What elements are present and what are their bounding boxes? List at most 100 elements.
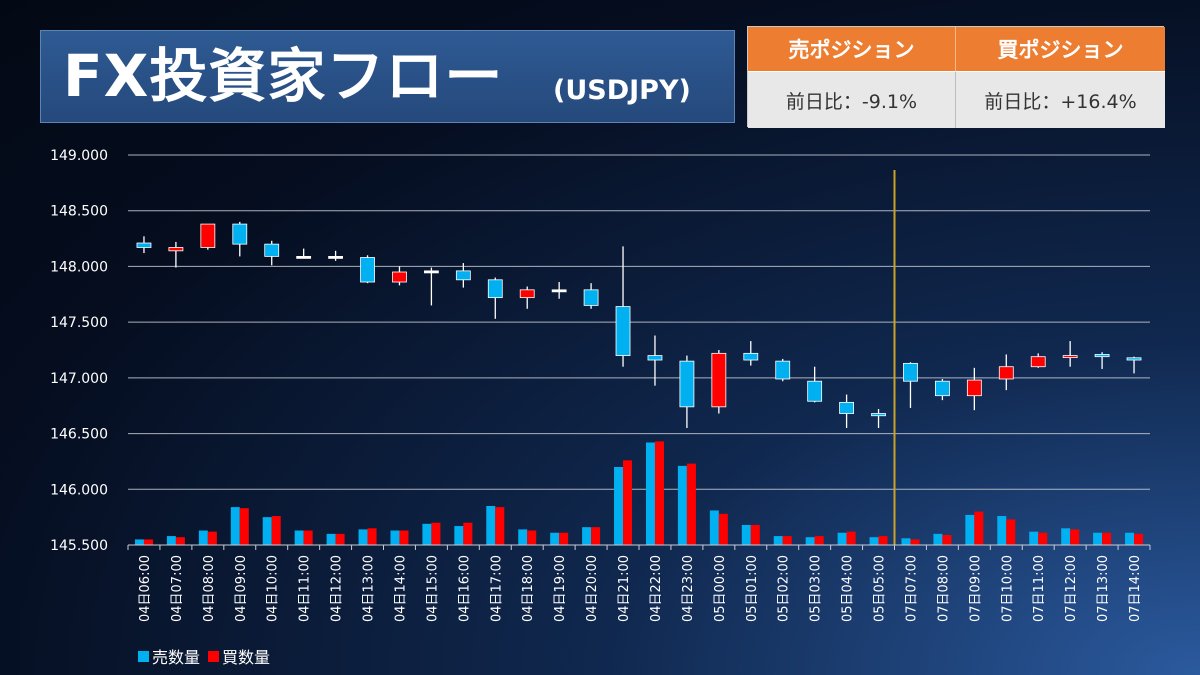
candle-body (519, 289, 535, 299)
buy-volume-bar (591, 527, 601, 545)
y-tick-label: 146.000 (50, 482, 108, 498)
x-tick-label: 04日11:00 (298, 555, 313, 622)
sell-volume-bar (805, 537, 815, 545)
x-tick-label: 04日12:00 (330, 555, 345, 622)
sell-volume-bar (166, 536, 176, 545)
currency-pair: (USDJPY) (553, 75, 691, 106)
sell-volume-bar (198, 530, 208, 545)
y-tick-label: 148.000 (50, 259, 108, 275)
x-tick-label: 04日19:00 (553, 555, 568, 622)
y-tick-label: 146.500 (50, 427, 108, 443)
legend-buy-label: 買数量 (222, 648, 271, 667)
candle-body (871, 413, 886, 417)
x-tick-label: 05日00:00 (713, 555, 728, 622)
sell-volume-bar (1061, 528, 1071, 545)
sell-volume-bar (486, 506, 496, 545)
candle-body (296, 255, 312, 259)
sell-volume-bar (230, 507, 240, 545)
buy-volume-bar (910, 539, 920, 545)
candle-body (264, 243, 280, 257)
buy-volume-bar (559, 532, 569, 545)
x-tick-label: 07日08:00 (936, 555, 951, 622)
buy-volume-bar (782, 536, 792, 545)
candle-body (998, 366, 1014, 380)
buy-volume-bar (271, 516, 281, 545)
buy-volume-bar (974, 511, 984, 545)
x-tick-label: 04日23:00 (681, 555, 696, 622)
sell-volume-bar (869, 537, 879, 545)
sell-volume-bar (582, 527, 592, 545)
page-title: FX投資家フロー (63, 42, 504, 110)
buy-volume-bar (527, 530, 537, 545)
candle-body (647, 355, 663, 361)
buy-volume-bar (878, 536, 888, 545)
candle-body (807, 380, 823, 402)
candle-body (328, 255, 343, 259)
buy-volume-bar (175, 537, 185, 545)
sell-volume-bar (741, 524, 751, 545)
x-tick-label: 07日12:00 (1064, 555, 1079, 622)
legend-sell: 売数量 (138, 644, 200, 668)
x-tick-label: 04日07:00 (170, 555, 185, 622)
candle-body (1094, 354, 1110, 358)
buy-volume-bar (143, 539, 153, 545)
sell-volume-bar (1125, 532, 1135, 545)
x-tick-label: 04日18:00 (521, 555, 536, 622)
buy-volume-bar (686, 463, 696, 545)
sell-volume-bar (390, 530, 400, 545)
x-tick-label: 07日13:00 (1096, 555, 1111, 622)
x-tick-label: 04日21:00 (617, 555, 632, 622)
candle-body (1126, 357, 1142, 361)
x-tick-label: 05日04:00 (841, 555, 856, 622)
candle-body (455, 270, 471, 281)
x-tick-label: 04日16:00 (457, 555, 472, 622)
buy-volume-bar (207, 531, 217, 545)
legend-buy-swatch (208, 650, 220, 662)
sell-volume-bar (677, 465, 687, 545)
candle-body (903, 362, 918, 382)
buy-volume-bar (239, 508, 249, 545)
sell-volume-bar (965, 514, 975, 545)
sell-volume-bar (358, 529, 368, 545)
sell-volume-bar (933, 533, 943, 545)
sell-volume-bar (1093, 532, 1103, 545)
buy-position-header: 買ポジション (956, 27, 1165, 71)
x-tick-label: 04日20:00 (585, 555, 600, 622)
candle-body (136, 242, 152, 248)
buy-volume-bar (1006, 519, 1016, 545)
legend-buy: 買数量 (208, 644, 270, 668)
candle-body (615, 306, 631, 356)
buy-position-change: 前日比：+16.4% (956, 71, 1165, 128)
buy-volume-bar (1070, 529, 1080, 545)
x-tick-label: 05日03:00 (809, 555, 824, 622)
candle-body (775, 360, 791, 380)
candle-body (711, 352, 727, 408)
x-tick-label: 04日10:00 (266, 555, 281, 622)
buy-volume-bar (1102, 532, 1112, 545)
buy-volume-bar (623, 460, 633, 545)
x-tick-label: 07日11:00 (1032, 555, 1047, 622)
x-tick-label: 07日09:00 (968, 555, 983, 622)
x-tick-label: 07日14:00 (1128, 555, 1143, 622)
candle-body (392, 271, 407, 283)
chart-legend: 売数量 買数量 (138, 644, 278, 668)
sell-volume-bar (773, 536, 783, 545)
x-tick-label: 07日10:00 (1000, 555, 1015, 622)
legend-sell-swatch (138, 650, 149, 662)
y-tick-label: 149.000 (50, 148, 108, 164)
sell-volume-bar (645, 442, 655, 545)
buy-volume-bar (846, 531, 856, 545)
buy-volume-bar (367, 528, 377, 545)
sell-volume-bar (422, 523, 432, 545)
sell-volume-bar (326, 533, 336, 545)
y-tick-label: 147.000 (50, 371, 108, 387)
candle-body (935, 380, 950, 397)
candle-body (168, 247, 184, 252)
sell-volume-bar (1029, 531, 1039, 545)
sell-volume-bar (997, 516, 1007, 545)
candle-body (679, 360, 695, 408)
buy-volume-bar (1038, 532, 1048, 545)
sell-volume-bar (262, 517, 272, 545)
y-tick-label: 147.500 (50, 315, 108, 331)
